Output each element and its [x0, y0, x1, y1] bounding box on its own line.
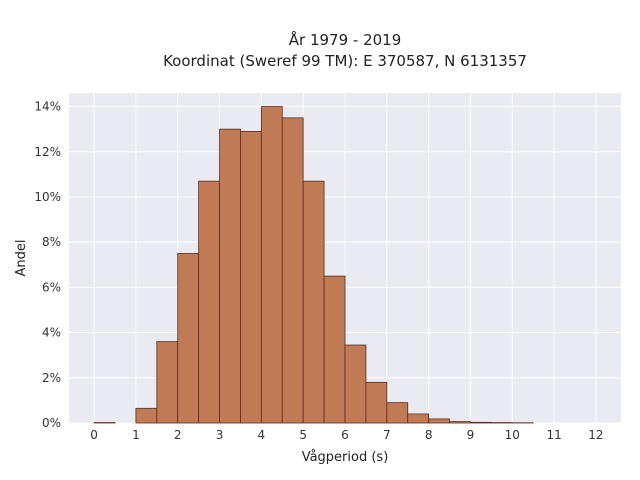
histogram-bar	[323, 275, 346, 424]
y-tick-label: 2%	[42, 371, 61, 385]
histogram-bar	[281, 117, 304, 424]
x-tick-label: 7	[383, 428, 391, 442]
x-tick-label: 8	[425, 428, 433, 442]
x-tick-label: 9	[467, 428, 475, 442]
histogram-bar	[302, 180, 325, 424]
histogram-bar	[177, 253, 200, 424]
y-tick-label: 14%	[34, 100, 61, 114]
x-tick-label: 5	[299, 428, 307, 442]
histogram-bar	[386, 402, 409, 424]
chart-title-line1: År 1979 - 2019	[289, 30, 402, 49]
histogram-bar	[344, 344, 367, 424]
x-tick-label: 0	[90, 428, 98, 442]
chart-title-line2: Koordinat (Sweref 99 TM): E 370587, N 61…	[163, 52, 527, 70]
x-tick-label: 4	[258, 428, 266, 442]
histogram-bar	[407, 413, 430, 424]
y-tick-label: 8%	[42, 235, 61, 249]
histogram-bar	[449, 421, 471, 424]
y-tick-labels: 0% 2% 4% 6% 8% 10% 12% 14%	[34, 100, 61, 430]
x-tick-label: 12	[588, 428, 603, 442]
y-tick-label: 0%	[42, 416, 61, 430]
x-tick-label: 2	[174, 428, 182, 442]
histogram-bar	[260, 106, 283, 424]
y-tick-label: 12%	[34, 145, 61, 159]
x-axis-label: Vågperiod (s)	[302, 450, 389, 465]
x-tick-label: 3	[216, 428, 224, 442]
x-tick-labels: 0 1 2 3 4 5 6 7 8 9 10 11 12	[90, 428, 603, 442]
y-tick-label: 4%	[42, 326, 61, 340]
histogram-bar	[240, 131, 262, 424]
x-tick-label: 10	[505, 428, 520, 442]
x-tick-label: 1	[132, 428, 140, 442]
x-tick-label: 11	[546, 428, 561, 442]
histogram-bar	[365, 381, 388, 424]
y-axis-label: Andel	[14, 240, 29, 277]
x-tick-label: 6	[341, 428, 349, 442]
histogram-bar	[198, 180, 220, 424]
y-tick-label: 10%	[34, 190, 61, 204]
histogram-bar	[219, 128, 241, 424]
bars	[93, 106, 534, 424]
histogram-bar	[470, 421, 492, 424]
histogram-bar	[135, 407, 158, 424]
histogram-bar	[156, 341, 179, 424]
y-tick-label: 6%	[42, 280, 61, 294]
histogram-bar	[428, 418, 450, 424]
